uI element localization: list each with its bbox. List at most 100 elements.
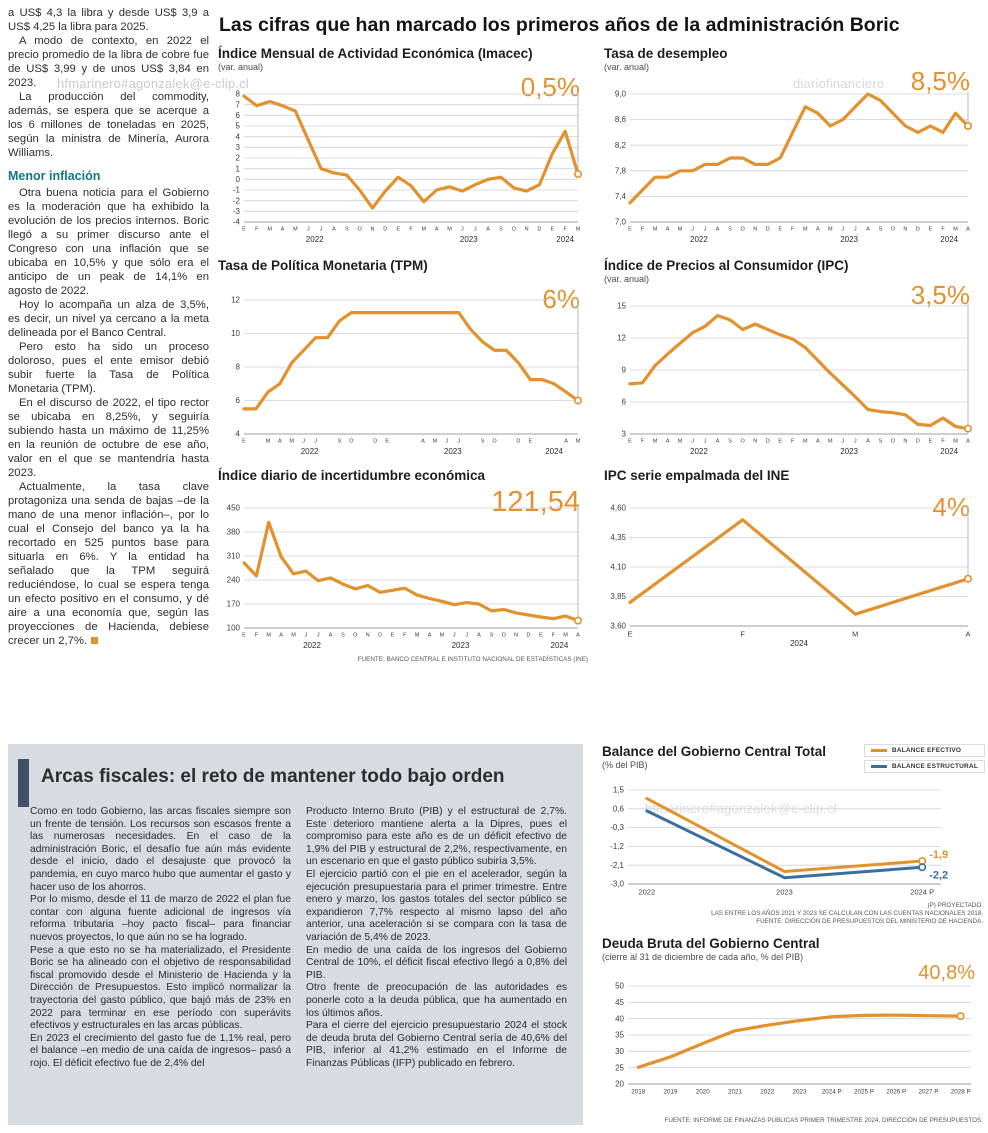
- chart-big-value: 3,5%: [910, 280, 970, 310]
- x-tick-label: A: [965, 630, 970, 639]
- x-tick-label: M: [576, 439, 581, 445]
- x-tick-label: M: [828, 439, 833, 445]
- chart-source: FUENTE: BANCO CENTRAL E INSTITUTO NACION…: [357, 656, 588, 663]
- y-tick-label: -2: [233, 196, 241, 205]
- x-tick-label: M: [803, 227, 808, 233]
- x-tick-label: N: [753, 227, 757, 233]
- x-tick-label: N: [525, 227, 529, 233]
- series-line: [645, 796, 924, 873]
- x-tick-label: F: [941, 227, 945, 233]
- x-tick-label: 2022: [760, 1088, 775, 1095]
- y-tick-label: 20: [615, 1080, 624, 1089]
- y-tick-label: 3,60: [610, 622, 626, 631]
- y-tick-label: 6: [236, 396, 241, 405]
- year-label: 2022: [306, 235, 324, 244]
- x-tick-label: M: [422, 227, 427, 233]
- year-label: 2024: [556, 235, 574, 244]
- y-tick-label: 7,0: [615, 218, 627, 227]
- x-tick-label: M: [653, 439, 658, 445]
- x-tick-label: A: [486, 227, 490, 233]
- series-line: [645, 809, 924, 880]
- legend-label: BALANCE ESTRUCTURAL: [891, 763, 978, 770]
- paragraph: Pese a que esto no se ha materializado, …: [30, 944, 291, 1032]
- x-tick-label: M: [415, 633, 420, 639]
- y-tick-label: 170: [227, 600, 241, 609]
- y-tick-label: 25: [615, 1063, 624, 1072]
- x-tick-label: J: [302, 439, 305, 445]
- x-tick-label: M: [266, 633, 271, 639]
- chart-title: Tasa de Política Monetaria (TPM): [218, 258, 428, 273]
- paragraph: LAS ENTRE LOS AÑOS 2021 Y 2023 SE CALCUL…: [711, 910, 983, 917]
- chart-incertidumbre: Índice diario de incertidumbre económica…: [218, 468, 590, 684]
- chart-plot: 450 380 310 240 170 100 E F M A M J J A S O N D E F M A M J J A S O…: [218, 502, 590, 652]
- line-chart-svg: 9,08,68,27,87,47,0E F M A M J J A S O N D E F M A M J J A S O…: [615, 90, 972, 244]
- fiscal-column-2: Producto Interno Bruto (PIB) y el estruc…: [306, 806, 567, 1070]
- paragraph: La producción del commodity, además, se …: [8, 91, 209, 159]
- x-tick-label: S: [338, 439, 342, 445]
- x-tick-label: O: [891, 227, 896, 233]
- series-line: [242, 520, 580, 623]
- x-tick-label: E: [778, 227, 782, 233]
- x-tick-label: 2019: [663, 1088, 678, 1095]
- x-tick-label: F: [791, 227, 795, 233]
- y-tick-label: 6: [622, 398, 627, 407]
- x-tick-label: 2024 P: [822, 1088, 842, 1095]
- y-tick-label: 10: [231, 329, 240, 338]
- chart-deuda: Deuda Bruta del Gobierno Central (cierre…: [602, 936, 985, 1126]
- x-tick-label: O: [512, 227, 517, 233]
- x-tick-label: 2025 P: [854, 1088, 874, 1095]
- paragraph: (P) PROYECTADO.: [927, 902, 983, 909]
- chart-subtitle: (var. anual): [604, 274, 650, 284]
- x-tick-label: O: [357, 227, 362, 233]
- x-tick-label: M: [953, 227, 958, 233]
- x-tick-label: M: [563, 633, 568, 639]
- x-tick-label: S: [499, 227, 503, 233]
- x-tick-label: S: [490, 633, 494, 639]
- x-tick-label: O: [353, 633, 358, 639]
- x-tick-label: A: [816, 227, 820, 233]
- chart-ipc: Índice de Precios al Consumidor (IPC) (v…: [604, 258, 980, 462]
- x-tick-label: D: [766, 227, 770, 233]
- paragraph: A modo de contexto, en 2022 el precio pr…: [8, 35, 209, 89]
- y-tick-label: 50: [615, 982, 624, 991]
- x-tick-label: J: [474, 227, 477, 233]
- y-tick-label: 4: [236, 132, 241, 141]
- article-paragraphs: Otra buena noticia para el Gobierno es l…: [8, 186, 209, 480]
- chart-big-value: 8,5%: [910, 66, 970, 96]
- y-tick-label: -3: [233, 207, 241, 216]
- fiscal-panel: Arcas fiscales: el reto de mantener todo…: [8, 744, 583, 1125]
- y-tick-label: 4,10: [610, 563, 626, 572]
- chart-plot: 9,0 8,6 8,2 7,8 7,4 7,0 E F M A M J J A S O N D E F M A M J J A S O…: [604, 88, 980, 246]
- y-tick-label: 4,60: [610, 504, 626, 513]
- x-tick-label: E: [929, 227, 933, 233]
- x-tick-label: O: [741, 227, 746, 233]
- chart-big-value: 4%: [932, 492, 970, 522]
- line-chart-svg: 1,5 0,6 -0,3 -1,2 -2,1 -3,0 2022 2023 2024 P -1,9…: [610, 786, 948, 897]
- y-tick-label: 9,0: [615, 90, 627, 99]
- series-line: [636, 1013, 963, 1069]
- y-tick-label: -1,2: [610, 842, 624, 851]
- paragraph: Para el cierre del ejercicio presupuesta…: [306, 1020, 567, 1069]
- x-tick-label: 2018: [631, 1088, 646, 1095]
- year-label: 2024: [940, 447, 958, 456]
- x-tick-label: F: [641, 439, 645, 445]
- x-tick-label: J: [704, 439, 707, 445]
- x-tick-label: J: [307, 227, 310, 233]
- year-label: 2023: [840, 447, 858, 456]
- x-tick-label: F: [740, 630, 745, 639]
- x-tick-label: A: [564, 439, 568, 445]
- x-tick-label: F: [255, 227, 259, 233]
- x-tick-label: N: [514, 633, 518, 639]
- y-tick-label: 30: [615, 1047, 624, 1056]
- x-tick-label: O: [741, 439, 746, 445]
- y-tick-label: 1,5: [613, 786, 625, 795]
- chart-source: FUENTE: INFORME DE FINANZAS PÚBLICAS PRI…: [664, 1117, 983, 1124]
- year-label: 2022: [690, 447, 708, 456]
- x-tick-label: O: [349, 439, 354, 445]
- chart-title: Deuda Bruta del Gobierno Central: [602, 936, 820, 951]
- x-tick-label: M: [447, 227, 452, 233]
- x-tick-label: F: [409, 227, 413, 233]
- x-tick-label: N: [366, 633, 370, 639]
- x-tick-label: 2024 P: [910, 888, 934, 897]
